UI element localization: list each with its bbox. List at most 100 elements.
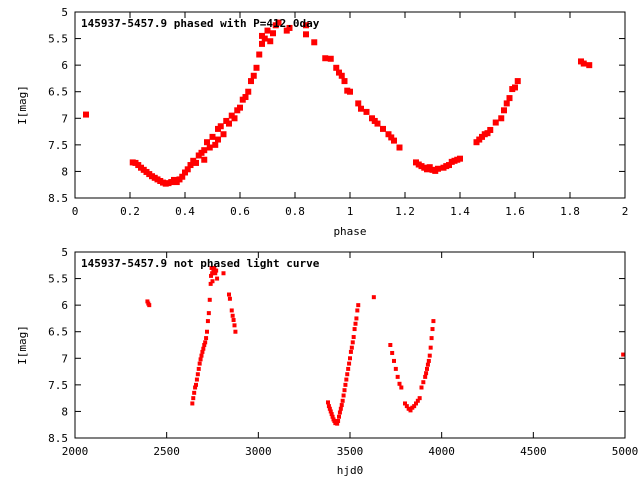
data-point bbox=[391, 137, 397, 144]
y-tick-label: 5 bbox=[61, 6, 68, 19]
data-point bbox=[326, 404, 331, 409]
data-point bbox=[206, 311, 211, 316]
x-tick-label: 1.2 bbox=[395, 205, 415, 218]
x-tick-label: 0.2 bbox=[120, 205, 140, 218]
data-point bbox=[209, 133, 216, 140]
data-point bbox=[363, 108, 370, 115]
x-tick-label: 4500 bbox=[520, 445, 547, 458]
y-tick-label: 7.5 bbox=[48, 139, 68, 152]
phased-y-axis-label: I[mag] bbox=[16, 85, 29, 125]
data-point bbox=[336, 418, 341, 423]
data-point bbox=[415, 398, 420, 403]
y-tick-label: 5.5 bbox=[48, 273, 68, 286]
data-point bbox=[353, 321, 358, 326]
x-tick-label: 1.4 bbox=[450, 205, 470, 218]
data-point bbox=[208, 281, 213, 286]
data-point bbox=[355, 308, 360, 313]
data-point bbox=[195, 372, 200, 377]
data-point bbox=[210, 279, 215, 284]
data-point bbox=[580, 60, 587, 67]
y-tick-label: 6 bbox=[61, 59, 68, 72]
data-point bbox=[217, 123, 224, 130]
data-point bbox=[192, 390, 197, 395]
x-tick-label: 0.6 bbox=[230, 205, 250, 218]
data-point bbox=[250, 72, 257, 79]
data-point bbox=[248, 78, 254, 85]
data-point bbox=[206, 144, 213, 151]
data-point bbox=[147, 303, 152, 308]
data-point bbox=[275, 19, 282, 26]
data-point bbox=[237, 104, 243, 111]
data-point bbox=[350, 340, 355, 345]
data-point bbox=[256, 51, 263, 58]
data-point bbox=[498, 115, 505, 122]
data-point bbox=[428, 345, 433, 350]
data-point bbox=[355, 100, 362, 107]
unphased-plot-title: 145937-5457.9 not phased light curve bbox=[81, 257, 320, 270]
data-point bbox=[414, 401, 418, 406]
data-point bbox=[242, 94, 249, 101]
data-point bbox=[227, 296, 232, 301]
data-point bbox=[492, 119, 499, 126]
data-point bbox=[404, 404, 409, 409]
data-point bbox=[338, 72, 345, 79]
data-point bbox=[446, 162, 452, 169]
y-tick-label: 8.5 bbox=[48, 192, 68, 205]
y-tick-label: 7.5 bbox=[48, 379, 68, 392]
data-point bbox=[213, 271, 218, 276]
data-point bbox=[267, 38, 274, 45]
data-point bbox=[339, 403, 344, 408]
data-point bbox=[253, 64, 260, 71]
data-point bbox=[193, 159, 199, 166]
data-point bbox=[230, 313, 235, 318]
data-point bbox=[429, 336, 434, 341]
data-point bbox=[193, 385, 198, 390]
data-point bbox=[322, 55, 329, 62]
data-point bbox=[426, 358, 431, 363]
x-tick-label: 0.8 bbox=[285, 205, 305, 218]
data-point bbox=[201, 156, 208, 163]
data-point bbox=[205, 319, 210, 324]
data-point bbox=[349, 345, 354, 350]
data-point bbox=[231, 318, 236, 323]
data-point bbox=[330, 414, 335, 419]
data-point bbox=[397, 381, 402, 386]
phased-x-axis-label: phase bbox=[333, 225, 366, 238]
data-point bbox=[220, 131, 227, 138]
data-point bbox=[303, 22, 309, 29]
data-point bbox=[351, 335, 356, 340]
data-point bbox=[327, 406, 332, 411]
data-point bbox=[201, 346, 206, 351]
data-point bbox=[232, 323, 237, 328]
data-point bbox=[341, 78, 348, 85]
phased-data-points bbox=[83, 19, 593, 187]
data-point bbox=[395, 374, 400, 379]
data-point bbox=[214, 268, 219, 273]
data-point bbox=[374, 120, 381, 127]
data-point bbox=[261, 35, 268, 42]
data-point bbox=[233, 329, 238, 334]
data-point bbox=[211, 268, 216, 273]
data-point bbox=[311, 39, 318, 46]
data-point bbox=[194, 382, 198, 387]
x-tick-label: 1.6 bbox=[505, 205, 525, 218]
x-tick-label: 1.8 bbox=[560, 205, 580, 218]
phased-panel: 0 0.2 0.4 0.6 0.8 1 1.2 1.4 1.6 1.8 2 5 5.5 6 6.5 7 7.5… bbox=[16, 6, 628, 238]
data-point bbox=[430, 327, 435, 332]
data-point bbox=[327, 55, 334, 62]
data-point bbox=[390, 350, 395, 355]
data-point bbox=[203, 340, 208, 345]
phased-y-ticks: 5 5.5 6 6.5 7 7.5 8 8.5 bbox=[48, 6, 625, 205]
data-point bbox=[408, 408, 413, 413]
data-point bbox=[393, 366, 398, 371]
unphased-data-points bbox=[145, 265, 626, 426]
data-point bbox=[435, 165, 441, 172]
data-point bbox=[196, 366, 201, 371]
data-point bbox=[227, 292, 231, 297]
data-point bbox=[329, 412, 334, 417]
data-point bbox=[229, 308, 234, 313]
data-point bbox=[212, 265, 217, 270]
data-point bbox=[347, 361, 352, 366]
phased-x-ticks: 0 0.2 0.4 0.6 0.8 1 1.2 1.4 1.6 1.8 2 bbox=[72, 12, 628, 218]
